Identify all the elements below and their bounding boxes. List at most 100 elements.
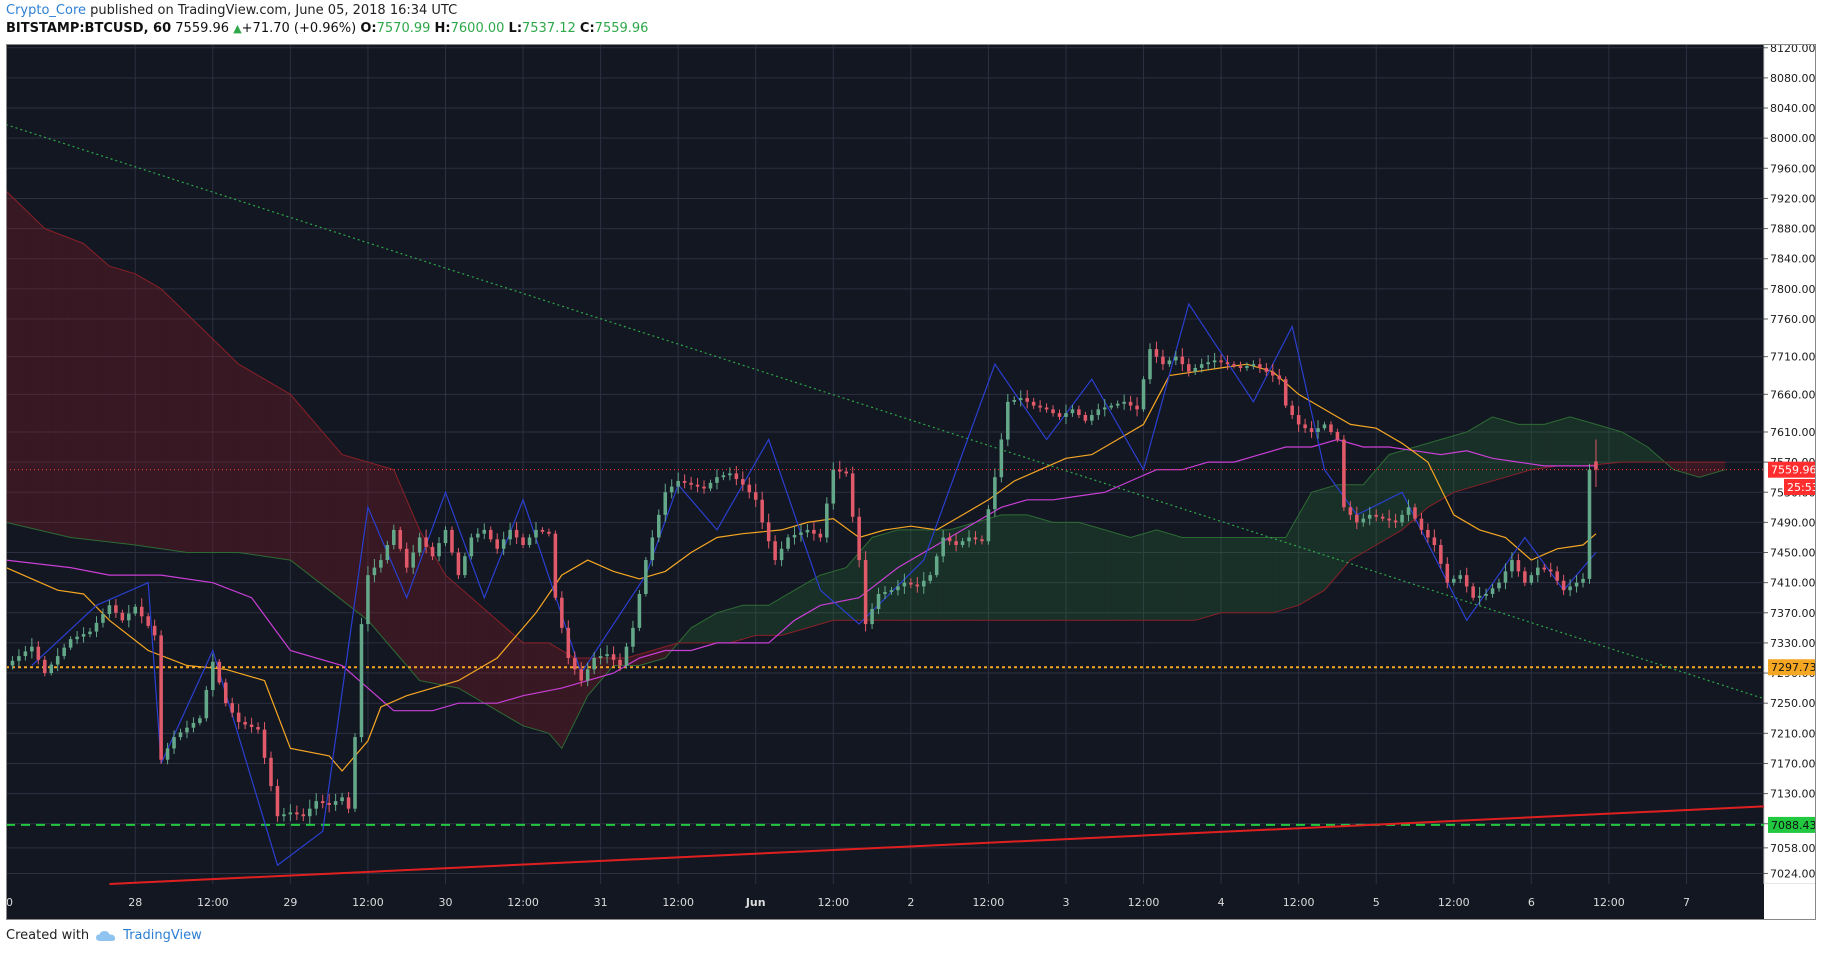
cloud-segment bbox=[1246, 537, 1254, 613]
candle-body bbox=[915, 584, 920, 587]
cloud-segment bbox=[1654, 452, 1661, 463]
candle-body bbox=[101, 614, 105, 623]
cloud-segment bbox=[846, 560, 853, 621]
cloud-segment bbox=[885, 531, 892, 621]
cloud-segment bbox=[38, 222, 45, 532]
cloud-segment bbox=[128, 271, 136, 545]
price-axis-label: 7210.00 bbox=[1770, 727, 1816, 740]
chart-svg[interactable]: 8120.00 8080.00 8040.00 8000.00 7960.00 7920.… bbox=[6, 44, 1816, 920]
cloud-segment bbox=[1544, 422, 1551, 468]
candle-body bbox=[514, 529, 519, 538]
cloud-segment bbox=[794, 586, 801, 632]
chart-area[interactable]: 8120.00 8080.00 8040.00 8000.00 7960.00 7920.… bbox=[6, 44, 1816, 920]
cloud-segment bbox=[1272, 537, 1280, 613]
cloud-segment bbox=[975, 520, 982, 621]
cloud-segment bbox=[57, 233, 65, 536]
candle-body bbox=[624, 646, 629, 666]
cloud-segment bbox=[1053, 522, 1060, 621]
cloud-segment bbox=[225, 351, 233, 553]
cloud-segment bbox=[1234, 537, 1241, 613]
cloud-segment bbox=[600, 657, 608, 681]
candle-body bbox=[1006, 401, 1010, 440]
candle-body bbox=[1503, 571, 1508, 583]
candle-body bbox=[133, 606, 138, 614]
cloud-segment bbox=[607, 657, 614, 674]
cloud-segment bbox=[1621, 431, 1629, 463]
cloud-segment bbox=[432, 552, 440, 685]
candle-body bbox=[1523, 571, 1527, 583]
candle-body bbox=[1167, 360, 1172, 365]
green-level-tag-bg bbox=[1768, 816, 1816, 833]
cloud-segment bbox=[1473, 424, 1480, 487]
cloud-segment bbox=[1550, 420, 1558, 467]
cloud-segment bbox=[762, 605, 769, 636]
candle-body bbox=[1245, 366, 1249, 368]
candle-body bbox=[1148, 349, 1152, 380]
cloud-segment bbox=[1065, 522, 1073, 621]
cloud-segment bbox=[969, 522, 976, 621]
cloud-segment bbox=[102, 260, 110, 542]
created-with-label: Created with bbox=[6, 928, 90, 943]
candle-body bbox=[165, 748, 170, 760]
cloud-segment bbox=[723, 609, 730, 643]
candle-body bbox=[837, 469, 842, 472]
candle-body bbox=[534, 529, 538, 538]
candle-body bbox=[741, 479, 745, 485]
candle-body bbox=[1432, 537, 1437, 545]
cloud-segment bbox=[342, 454, 349, 606]
time-axis-label: Jun bbox=[745, 896, 766, 909]
ichimoku-cloud bbox=[6, 190, 1726, 749]
cloud-segment bbox=[1266, 537, 1273, 613]
cloud-segment bbox=[1479, 420, 1487, 485]
cloud-segment bbox=[1647, 447, 1655, 463]
cloud-segment bbox=[1007, 514, 1015, 621]
cloud-segment bbox=[296, 401, 304, 571]
price-axis-label: 7410.00 bbox=[1770, 577, 1816, 590]
cloud-segment bbox=[109, 266, 116, 543]
cloud-segment bbox=[1427, 441, 1435, 508]
cloud-segment bbox=[897, 529, 905, 621]
candle-body bbox=[23, 651, 28, 657]
time-axis: 00 28 12:00 29 12:00 30 12:00 31 12:00 Jun 12:00 2 1… bbox=[6, 896, 1690, 909]
candle-body bbox=[553, 533, 558, 598]
candle-body bbox=[818, 533, 823, 538]
cloud-segment bbox=[736, 605, 743, 642]
cloud-segment bbox=[800, 582, 808, 630]
candle-body bbox=[702, 486, 706, 489]
time-axis-label: 30 bbox=[439, 896, 453, 909]
author-link[interactable]: Crypto_Core bbox=[6, 3, 87, 18]
candle-body bbox=[353, 737, 357, 809]
candle-body bbox=[249, 724, 254, 728]
tradingview-link[interactable]: TradingView bbox=[123, 928, 202, 943]
cloud-segment bbox=[652, 648, 659, 662]
candle-body bbox=[262, 729, 267, 758]
cloud-segment bbox=[115, 268, 123, 544]
candle-body bbox=[230, 703, 234, 713]
cloud-segment bbox=[1143, 531, 1150, 621]
cloud-segment bbox=[1414, 445, 1422, 519]
candle-body bbox=[191, 722, 196, 728]
price-axis-label: 8000.00 bbox=[1770, 132, 1816, 145]
chart-border bbox=[6, 44, 1816, 920]
cloud-segment bbox=[1182, 537, 1189, 621]
candle-body bbox=[55, 656, 60, 665]
candle-body bbox=[68, 639, 73, 648]
cloud-segment bbox=[322, 431, 330, 591]
cloud-segment bbox=[122, 270, 129, 545]
publish-info: Crypto_Core published on TradingView.com… bbox=[6, 3, 457, 18]
cloud-segment bbox=[788, 590, 795, 634]
cloud-segment bbox=[523, 642, 530, 728]
cloud-segment bbox=[917, 529, 924, 621]
cloud-segment bbox=[826, 571, 834, 623]
candle-body bbox=[1199, 364, 1204, 368]
candle-body bbox=[883, 592, 887, 594]
countdown-tag: 25:53 bbox=[1787, 481, 1816, 494]
open-label: O: bbox=[360, 21, 377, 36]
candle-body bbox=[934, 556, 939, 576]
candle-body bbox=[1051, 409, 1055, 414]
candle-body bbox=[1387, 518, 1391, 521]
cloud-segment bbox=[1253, 537, 1260, 613]
candle-body bbox=[760, 499, 764, 523]
time-axis-label: 5 bbox=[1373, 896, 1380, 909]
price-axis-label: 7800.00 bbox=[1770, 283, 1816, 296]
